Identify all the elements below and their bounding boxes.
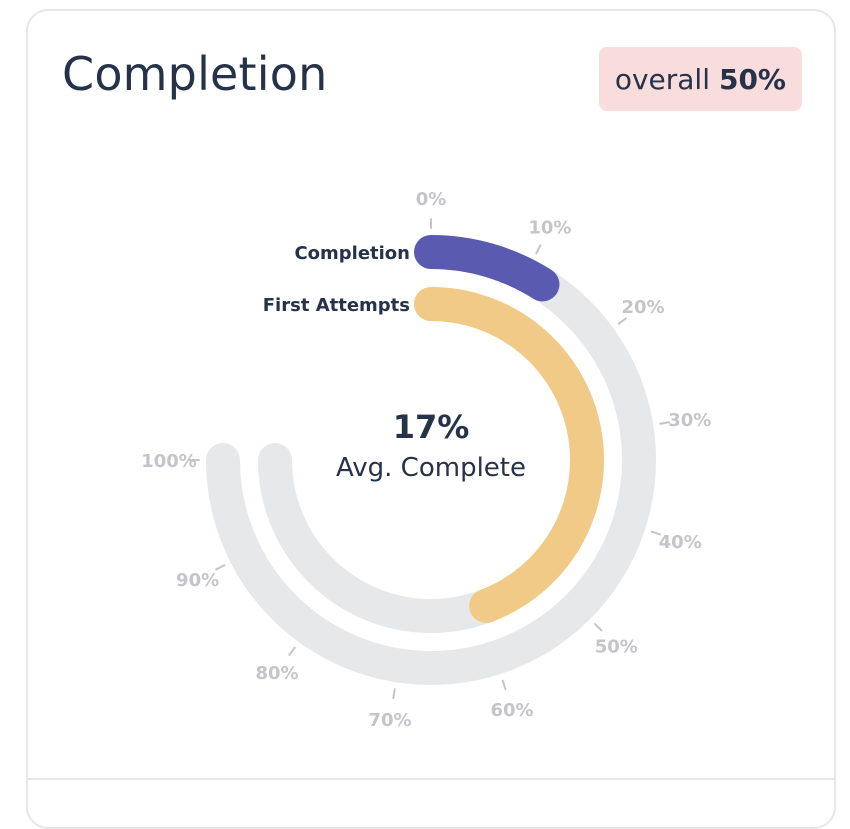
bar-group xyxy=(414,235,604,623)
tick-mark xyxy=(594,623,603,632)
series-bar-1 xyxy=(414,235,560,302)
series-label-group: Completion First Attempts xyxy=(263,243,410,316)
tick-label: 60% xyxy=(490,700,533,721)
tick-label: 70% xyxy=(368,710,411,731)
tick-label: 0% xyxy=(416,189,447,210)
center-value: 17% xyxy=(393,408,470,446)
tick-label: 100% xyxy=(141,451,197,472)
center-caption: Avg. Complete xyxy=(336,453,526,483)
radial-chart: 0% 10% 20% 30% 40% 50% 60% 70% 80% 90% 100% Comple… xyxy=(141,189,711,731)
tick-group: 0% 10% 20% 30% 40% 50% 60% 70% 80% 90% 100% xyxy=(141,189,711,731)
tick-label: 90% xyxy=(176,570,219,591)
tick-mark xyxy=(392,688,396,700)
tick-mark xyxy=(659,421,671,425)
series-label-1: Completion xyxy=(294,243,410,264)
series-bar-2 xyxy=(414,287,604,623)
tick-label: 40% xyxy=(659,532,702,553)
card-footer-divider xyxy=(28,778,834,780)
overall-badge: overall 50% xyxy=(598,47,802,111)
tick-mark xyxy=(535,244,542,255)
tick-mark xyxy=(617,317,627,325)
completion-card: Completion overall 50% xyxy=(26,9,836,829)
tick-label: 30% xyxy=(668,410,711,431)
badge-prefix: overall xyxy=(614,62,710,96)
series-label-2: First Attempts xyxy=(263,295,410,316)
tick-label: 50% xyxy=(595,636,638,657)
card-title: Completion xyxy=(62,47,328,101)
tick-mark xyxy=(215,564,226,571)
tick-mark xyxy=(650,530,662,536)
tick-label: 10% xyxy=(528,218,571,239)
tick-label: 20% xyxy=(621,297,664,318)
badge-value: 50% xyxy=(718,62,786,96)
tick-label: 80% xyxy=(255,663,298,684)
tick-mark xyxy=(288,646,296,656)
tick-mark xyxy=(501,679,507,691)
ring-track xyxy=(206,235,656,685)
